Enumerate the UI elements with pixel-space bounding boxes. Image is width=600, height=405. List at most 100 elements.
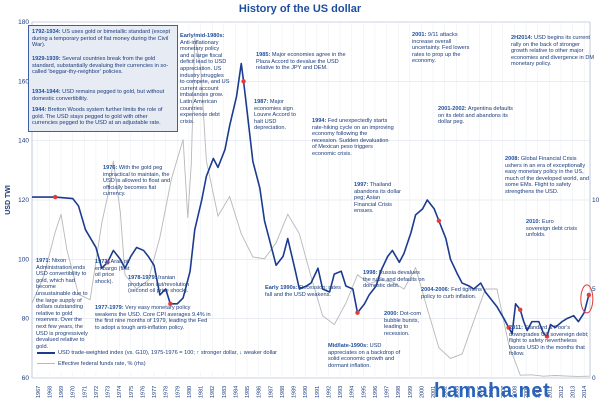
- ann-head: 1997:: [354, 182, 369, 188]
- x-tick-label: 2011: [547, 386, 553, 398]
- x-tick-label: 1994: [350, 386, 356, 398]
- info-box-item: 1792-1934: US uses gold or bimetallic st…: [32, 29, 174, 49]
- annotation-early-1990s: Early 1990s: Recession; rates fall and t…: [265, 285, 341, 298]
- ann-body: Standard & Poor’s downgrades US sovereig…: [509, 325, 589, 358]
- info-head: 1934-1944:: [32, 89, 61, 95]
- ann-head: 1985:: [256, 52, 271, 58]
- info-box-item: 1934-1944: USD remains pegged to gold, b…: [32, 89, 174, 102]
- ann-head: Early/mid-1980s:: [180, 33, 225, 39]
- ann-body: Recession; rates fall and the USD weaken…: [265, 285, 341, 298]
- annotation-2001: 2001: 9/11 attacks increase overall unce…: [412, 32, 480, 65]
- ann-head: 1994:: [312, 118, 327, 124]
- x-tick-label: 1974: [117, 386, 123, 398]
- y-right-tick-label: 5: [592, 286, 596, 293]
- ann-head: Mid/late-1990s:: [328, 343, 369, 349]
- ann-head: 1977-1979:: [95, 305, 124, 311]
- x-tick-label: 1969: [59, 386, 65, 398]
- x-tick-label: 1996: [373, 386, 379, 398]
- ann-head: 2011:: [509, 325, 523, 331]
- y-tick-label: 80: [22, 316, 30, 323]
- annotation-2010: 2010: Euro sovereign debt crisis unfolds…: [526, 219, 578, 239]
- info-body: Bretton Woods system further limits the …: [32, 107, 163, 126]
- x-tick-label: 1984: [233, 386, 239, 398]
- ann-body: Major economies agree in the Plaza Accor…: [256, 52, 346, 72]
- y-right-tick-label: 0: [592, 375, 596, 382]
- ann-body: 9/11 attacks increase overall uncertaint…: [412, 32, 470, 65]
- ann-head: 2004-2006:: [421, 287, 450, 293]
- legend-swatch: [37, 351, 55, 354]
- x-tick-label: 1982: [210, 386, 216, 398]
- annotation-1977-1979: 1977-1979: Very easy monetary policy wea…: [95, 305, 213, 331]
- x-tick-label: 2005: [478, 386, 484, 398]
- legend-label: Effective federal funds rate, % (rhs): [58, 361, 146, 367]
- highlight-point: [355, 310, 360, 315]
- x-tick-label: 2007: [501, 386, 507, 398]
- x-tick-label: 2014: [582, 386, 588, 398]
- highlight-point: [53, 194, 58, 200]
- x-tick-label: 1999: [408, 386, 414, 398]
- x-tick-label: 1983: [222, 386, 228, 398]
- x-tick-label: 2006: [489, 386, 495, 398]
- x-tick-label: 1992: [326, 386, 332, 398]
- x-tick-label: 2000: [419, 386, 425, 398]
- chart-title: History of the US dollar: [238, 3, 362, 15]
- ann-head: 1978-1979:: [128, 275, 157, 281]
- x-tick-label: 1988: [280, 386, 286, 398]
- ann-body: Euro sovereign debt crisis unfolds.: [526, 219, 577, 239]
- x-tick-label: 2008: [512, 386, 518, 398]
- info-box-item: 1929-1939: Several countries break from …: [32, 56, 174, 76]
- x-tick-label: 2009: [524, 386, 530, 398]
- info-head: 1792-1934:: [32, 29, 61, 35]
- info-body: US uses gold or bimetallic standard (exc…: [32, 29, 171, 48]
- info-body: Several countries break from the gold st…: [32, 56, 169, 75]
- x-tick-label: 1985: [245, 386, 251, 398]
- info-body: USD remains pegged to gold, but without …: [32, 89, 165, 102]
- x-tick-label: 2013: [571, 386, 577, 398]
- ann-head: 1987:: [254, 99, 269, 105]
- x-tick-label: 1970: [71, 386, 77, 398]
- x-tick-label: 1993: [338, 386, 344, 398]
- ann-body: USD appreciates on a backdrop of solid e…: [328, 343, 401, 369]
- ann-head: 2001:: [412, 32, 427, 38]
- annotation-1994: 1994: Fed unexpectedly starts rate-hikin…: [312, 118, 394, 158]
- x-tick-label: 2001: [431, 386, 437, 398]
- y-tick-label: 60: [22, 375, 30, 382]
- ann-body: Arab oil embargo (first oil price shock)…: [95, 259, 130, 285]
- y-right-tick-label: 10: [592, 197, 600, 204]
- series-line-usd-twi: [32, 62, 590, 338]
- ann-head: 1976:: [103, 165, 118, 171]
- x-tick-label: 2003: [454, 386, 460, 398]
- highlight-point: [105, 260, 110, 265]
- legend: USD trade-weighted index (vs. G10), 1975…: [37, 350, 277, 372]
- legend-label: USD trade-weighted index (vs. G10), 1975…: [58, 350, 278, 356]
- info-head: 1929-1939:: [32, 56, 61, 62]
- highlight-point: [168, 301, 173, 307]
- x-tick-label: 1981: [199, 386, 205, 398]
- ann-head: 1971:: [36, 258, 51, 264]
- x-tick-label: 1980: [187, 386, 193, 398]
- x-tick-label: 1979: [175, 386, 181, 398]
- x-tick-label: 1986: [257, 386, 263, 398]
- y-axis-label: USD TWI: [5, 185, 12, 215]
- y-tick-label: 120: [18, 197, 29, 204]
- x-tick-label: 1998: [396, 386, 402, 398]
- x-tick-label: 1978: [164, 386, 170, 398]
- x-tick-label: 1991: [315, 386, 321, 398]
- ann-body: Nixon Administration ends USD convertibi…: [36, 258, 88, 350]
- ann-head: 2001-2002:: [438, 106, 467, 112]
- x-tick-label: 2012: [559, 386, 565, 398]
- annotation-2004-2006: 2004-2006: Fed tightens policy to curb i…: [421, 287, 489, 300]
- x-tick-label: 1971: [82, 386, 88, 398]
- ann-body: Very easy monetary policy weakens the US…: [95, 305, 211, 331]
- annotation-1998: 1998: Russia devalues the ruble and defa…: [363, 270, 425, 290]
- ann-head: 2H2014:: [511, 35, 533, 41]
- ann-body: With the gold peg impractical to maintai…: [103, 165, 171, 198]
- x-tick-label: 1989: [292, 386, 298, 398]
- ann-body: USD begins its current rally on the back…: [511, 35, 595, 68]
- annotation-2008: 2008: Global Financial Crisis ushers in …: [505, 156, 590, 196]
- annotation-mid-late-1990s: Mid/late-1990s: USD appreciates on a bac…: [328, 343, 410, 369]
- annotation-early-mid-1980s: Early/mid-1980s: Anti-inflationary monet…: [180, 33, 230, 125]
- highlight-point: [518, 307, 523, 312]
- annotation-1973: 1973: Arab oil embargo (first oil price …: [95, 259, 133, 285]
- watermark-logo: hamaha.net: [434, 380, 551, 402]
